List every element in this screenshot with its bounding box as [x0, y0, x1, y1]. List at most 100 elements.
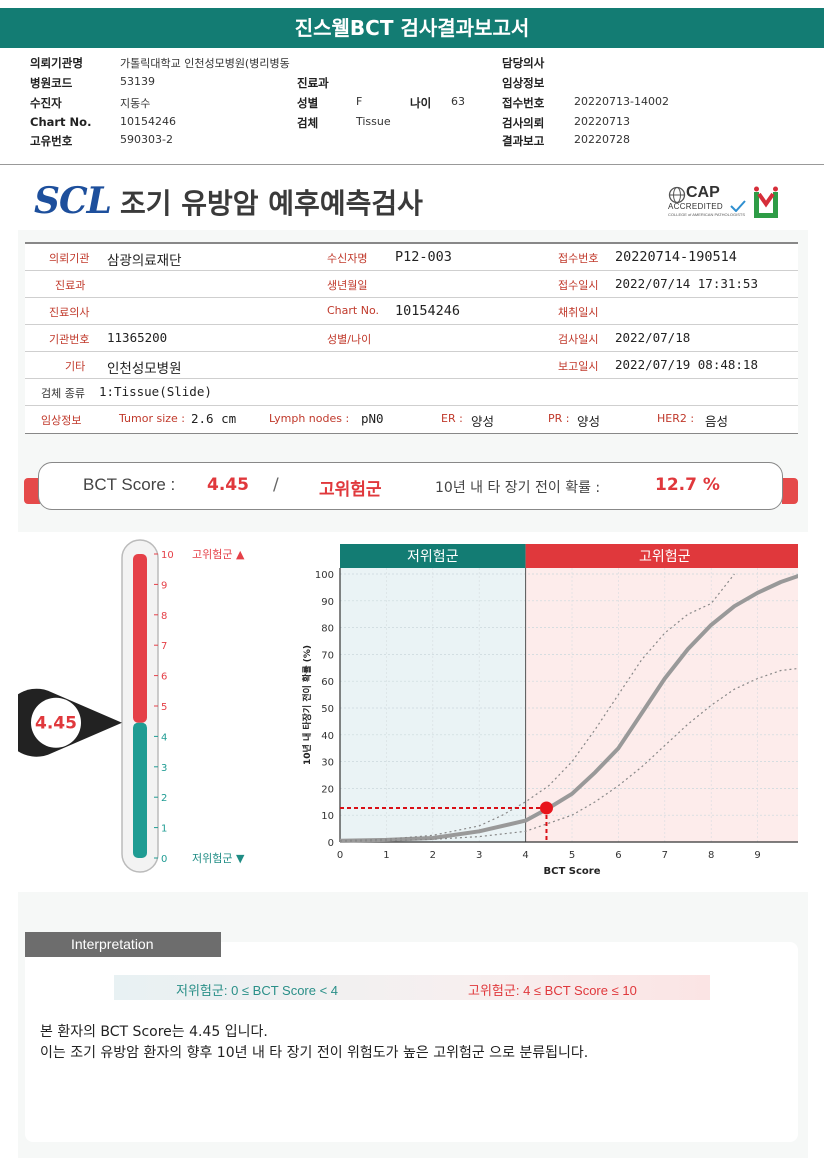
header-label: 접수번호 [502, 96, 545, 110]
header-label: 검사의뢰 [502, 116, 545, 130]
x-tick-label: 5 [569, 850, 575, 861]
cap-text: CAP [686, 184, 720, 201]
info-label: 보고일시 [558, 360, 599, 373]
specimen-info-table: 의뢰기관 삼광의료재단 수신자명 P12-003 접수번호 20220714-1… [25, 242, 798, 434]
high-risk-rule: 고위험군: 4 ≤ BCT Score ≤ 10 [468, 983, 637, 998]
x-tick-label: 3 [476, 850, 482, 861]
info-value: 인천성모병원 [107, 361, 182, 377]
cap-globe-icon [668, 186, 686, 204]
header-label: 성별 [297, 96, 319, 110]
y-axis-label: 10년 내 타장기 전이 확률 (%) [301, 645, 313, 765]
check-icon [730, 200, 746, 212]
info-label: 생년월일 [327, 279, 368, 292]
low-risk-band-label: 저위험군 [407, 549, 459, 565]
gauge-tick-label: 2 [161, 793, 167, 804]
header-label: 나이 [410, 96, 432, 110]
info-label: 기타 [65, 360, 86, 373]
info-row: 임상정보 Tumor size : 2.6 cm Lymph nodes : p… [25, 406, 798, 433]
header-label: 임상정보 [502, 76, 545, 90]
report-heading: SCL 조기 유방암 예후예측검사 CAP ACCREDITED COLLEGE… [18, 170, 808, 230]
header-label: 담당의사 [502, 56, 545, 70]
info-label: 검사일시 [558, 333, 599, 346]
score-tab-right [782, 478, 798, 504]
interpretation-text: 본 환자의 BCT Score는 4.45 입니다. 이는 조기 유방암 환자의… [40, 1022, 588, 1064]
info-label: 접수일시 [558, 279, 599, 292]
risk-rule-legend: 저위험군: 0 ≤ BCT Score < 4 고위험군: 4 ≤ BCT Sc… [114, 975, 710, 1000]
her2-label: HER2 : [657, 412, 695, 425]
info-row: 기타 인천성모병원 보고일시 2022/07/19 08:48:18 [25, 352, 798, 379]
gauge-low-fill [133, 722, 147, 858]
header-label: Chart No. [30, 115, 92, 129]
info-label: 채취일시 [558, 306, 599, 319]
header-value: 590303-2 [120, 133, 173, 146]
header-label: 수진자 [30, 96, 62, 110]
header-value: 20220713 [574, 115, 630, 128]
info-label: 임상정보 [41, 414, 82, 427]
info-label: 성별/나이 [327, 333, 372, 346]
interpretation-line-1: 본 환자의 BCT Score는 4.45 입니다. [40, 1024, 268, 1040]
gauge-high-label: 고위험군 ▲ [192, 548, 245, 561]
x-axis-label: BCT Score [544, 866, 601, 877]
header-label: 결과보고 [502, 134, 545, 148]
info-label: Chart No. [327, 304, 379, 317]
y-tick-label: 100 [315, 570, 334, 581]
tumor-size-value: 2.6 cm [191, 411, 237, 426]
y-tick-label: 80 [321, 624, 334, 635]
x-tick-label: 2 [430, 850, 436, 861]
header-value: 53139 [120, 75, 155, 88]
header-value: F [356, 95, 363, 108]
info-value: 10154246 [395, 303, 461, 319]
info-label: 의뢰기관 [49, 252, 90, 265]
info-label: 수신자명 [327, 252, 368, 265]
info-value: 20220714-190514 [615, 249, 737, 265]
y-tick-label: 60 [321, 677, 334, 688]
header-value: Tissue [356, 115, 391, 128]
gauge-tick-label: 7 [161, 641, 167, 652]
gauge-tick-label: 4 [161, 732, 167, 743]
gauge-tick-label: 3 [161, 763, 167, 774]
info-row: 검체 종류 1:Tissue(Slide) [25, 379, 798, 406]
tumor-size-label: Tumor size : [119, 412, 186, 425]
info-value: P12-003 [395, 249, 452, 265]
header-value: 10154246 [120, 115, 176, 128]
header-label: 검체 [297, 116, 319, 130]
info-row: 기관번호 11365200 성별/나이 검사일시 2022/07/18 [25, 325, 798, 352]
bct-score-label: BCT Score : [83, 475, 176, 494]
header-label: 진료과 [297, 76, 329, 90]
high-risk-zone [525, 568, 798, 842]
x-tick-label: 7 [662, 850, 668, 861]
bct-score-value: 4.45 [207, 475, 249, 495]
x-tick-label: 4 [522, 850, 528, 861]
info-value: 2022/07/19 08:48:18 [615, 357, 758, 372]
header-label: 의뢰기관명 [30, 56, 83, 70]
info-label: 기관번호 [49, 333, 90, 346]
info-label: 접수번호 [558, 252, 599, 265]
info-value: 2022/07/18 [615, 330, 691, 345]
low-risk-band-header [340, 544, 526, 568]
interpretation-tab: Interpretation [25, 932, 221, 957]
lower-bound-curve [339, 667, 798, 842]
header-value: 20220713-14002 [574, 95, 669, 108]
gauge-tick-label: 10 [161, 550, 174, 561]
score-point [539, 801, 553, 815]
y-tick-label: 20 [321, 784, 334, 795]
report-banner-title: 진스웰BCT 검사결과보고서 [0, 8, 824, 48]
score-graphics: 10 9 8 7 6 5 4 3 2 1 0 고위험군 ▲ 저위험군 ▼ 4.45 저위험군 고위험군 0 10… [18, 532, 808, 892]
info-label: 진료의사 [49, 306, 90, 319]
gauge-tick-label: 1 [161, 824, 167, 835]
er-value: 양성 [471, 414, 495, 429]
probability-value: 12.7 % [655, 475, 720, 495]
probability-label: 10년 내 타 장기 전이 확률 : [435, 480, 601, 496]
gauge-marker-value: 4.45 [35, 714, 77, 734]
gauge-tick-label: 5 [161, 702, 167, 713]
high-risk-band-label: 고위험군 [639, 549, 691, 565]
y-tick-label: 40 [321, 731, 334, 742]
score-summary: BCT Score : 4.45 / 고위험군 10년 내 타 장기 전이 확률… [38, 462, 783, 510]
y-tick-label: 10 [321, 811, 334, 822]
y-tick-label: 50 [321, 704, 334, 715]
header-value: 63 [451, 95, 465, 108]
x-tick-label: 6 [615, 850, 621, 861]
x-tick-label: 9 [754, 850, 760, 861]
x-tick-label: 0 [337, 850, 343, 861]
report-page: SCL 조기 유방암 예후예측검사 CAP ACCREDITED COLLEGE… [18, 170, 808, 1158]
